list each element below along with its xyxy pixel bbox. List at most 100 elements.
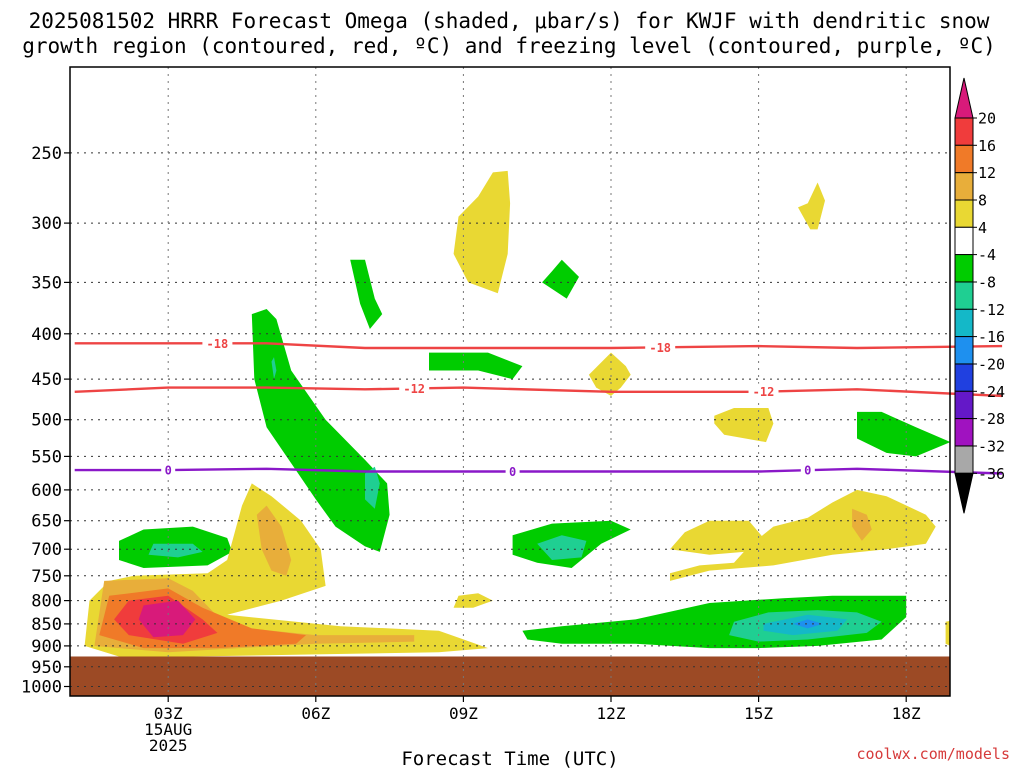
plot-frame: [69, 66, 951, 697]
omega-region-9: [271, 357, 277, 380]
colorbar-label: 8: [978, 192, 987, 210]
colorbar: 20 16 12 8 4 -4 -8 -12 -16 -20 -24 -28 -32 -36: [954, 77, 1005, 514]
y-tick-label: 1000: [21, 678, 62, 698]
y-tick-label: 250: [31, 144, 62, 164]
colorbar-label: 20: [978, 110, 996, 128]
contour-label-bg: [505, 463, 520, 480]
contour-label: 0: [509, 465, 516, 479]
omega-region-3: [798, 182, 825, 230]
omega-region-17: [453, 593, 493, 608]
colorbar-band: [954, 254, 974, 283]
colorbar-label: -24: [978, 383, 1005, 401]
omega-region-11: [714, 408, 774, 443]
contour-label-bg: [161, 462, 176, 479]
contour-label-bg: [800, 462, 815, 479]
y-axis-ticks: 2503003504004505005506006507007508008509…: [21, 144, 70, 698]
y-tick-label: 800: [31, 592, 62, 612]
x-tick-label: 03Z: [154, 704, 183, 723]
colorbar-top-arrow: [954, 77, 974, 119]
omega-region-7: [588, 352, 631, 396]
contour-line-1: [74, 386, 1003, 398]
y-tick-label: 900: [31, 637, 62, 657]
omega-region-26: [852, 508, 872, 541]
colorbar-band: [954, 418, 974, 447]
ground-fill: [70, 656, 950, 696]
colorbar-label: -36: [978, 465, 1005, 483]
omega-region-0: [498, 61, 503, 67]
omega-region-12: [857, 411, 950, 457]
colorbar-label: 12: [978, 164, 996, 182]
contour-label: -18: [207, 337, 229, 351]
x-tick-label: 15AUG: [144, 720, 192, 739]
contour-label-bg: [645, 339, 676, 356]
omega-region-5: [542, 259, 579, 299]
credit-link[interactable]: coolwx.com/models: [856, 745, 1010, 763]
colorbar-band: [954, 281, 974, 310]
colorbar-band: [954, 336, 974, 365]
colorbar-band: [954, 199, 974, 228]
colorbar-band: [954, 144, 974, 174]
chart-title: 2025081502 HRRR Forecast Omega (shaded, …: [22, 9, 996, 58]
omega-region-4: [350, 259, 383, 329]
omega-region-14: [148, 543, 203, 558]
omega-region-6: [429, 352, 523, 380]
omega-region-16: [537, 535, 587, 560]
omega-region-24: [670, 489, 936, 581]
colorbar-label: 16: [978, 137, 996, 155]
colorbar-bottom-arrow: [954, 472, 974, 514]
omega-region-10: [365, 466, 380, 509]
x-tick-label: 09Z: [449, 704, 478, 723]
y-tick-label: 600: [31, 481, 62, 501]
colorbar-band: [954, 308, 974, 338]
y-tick-label: 950: [31, 658, 62, 678]
title-line-1: 2025081502 HRRR Forecast Omega (shaded, …: [29, 9, 990, 33]
y-tick-label: 450: [31, 370, 62, 390]
colorbar-label: -8: [978, 274, 996, 292]
colorbar-label: -12: [978, 301, 1005, 319]
omega-region-25: [670, 520, 769, 555]
y-tick-label: 300: [31, 214, 62, 234]
contour-line-2: [74, 467, 1003, 475]
colorbar-label: -16: [978, 328, 1005, 346]
y-tick-label: 650: [31, 512, 62, 532]
y-tick-label: 550: [31, 447, 62, 467]
omega-region-2: [453, 170, 511, 294]
colorbar-label: -28: [978, 410, 1005, 428]
contour-label-bg: [399, 380, 430, 397]
colorbar-band: [954, 117, 974, 146]
contour-label: 0: [804, 464, 811, 478]
colorbar-band: [954, 172, 974, 201]
omega-region-31: [945, 620, 950, 646]
colorbar-label: -32: [978, 438, 1005, 456]
omega-regions: [84, 61, 1002, 657]
omega-region-8: [251, 309, 390, 552]
y-tick-label: 750: [31, 567, 62, 587]
contour-label: -18: [649, 341, 671, 355]
y-tick-label: 850: [31, 615, 62, 635]
colorbar-label: 4: [978, 219, 987, 237]
contours: -18 -18 -12 -12 0 0 0: [74, 335, 1003, 480]
y-tick-label: 400: [31, 325, 62, 345]
contour-label: -12: [403, 382, 425, 396]
contour-line-0: [74, 342, 1003, 350]
x-tick-label: 12Z: [597, 704, 626, 723]
omega-region-30: [793, 619, 823, 629]
x-tick-label: 15Z: [744, 704, 773, 723]
contour-label-bg: [202, 335, 233, 352]
omega-region-20: [256, 505, 292, 576]
colorbar-label: -20: [978, 356, 1005, 374]
x-tick-label: 18Z: [892, 704, 921, 723]
colorbar-band: [954, 226, 974, 256]
contour-label: -12: [753, 385, 775, 399]
y-tick-label: 700: [31, 540, 62, 560]
contour-label-bg: [748, 383, 779, 400]
omega-region-32: [980, 629, 1002, 637]
x-tick-label: 2025: [149, 736, 188, 755]
plot-area: [70, 61, 1002, 696]
y-tick-label: 500: [31, 411, 62, 431]
colorbar-band: [954, 445, 974, 474]
contour-label: 0: [165, 464, 172, 478]
title-line-2: growth region (contoured, red, ºC) and f…: [22, 34, 996, 58]
